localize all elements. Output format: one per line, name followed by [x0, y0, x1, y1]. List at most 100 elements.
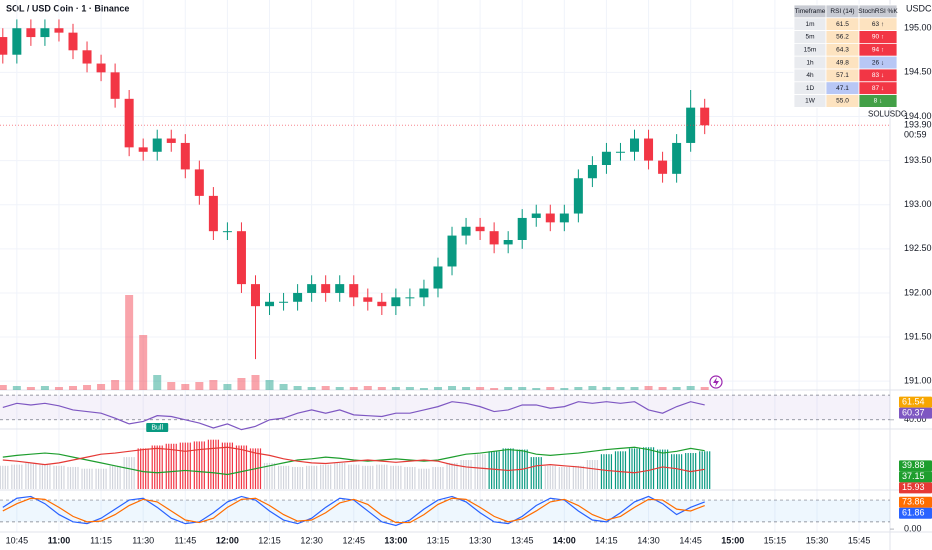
table-text: 15m: [804, 47, 817, 54]
candle-body: [363, 297, 373, 302]
candle-body: [194, 169, 204, 196]
band-fill: [0, 395, 890, 420]
value-badge: [899, 396, 932, 408]
candle-body: [349, 284, 359, 298]
chart-title: SOL / USD Coin · 1 · Binance: [6, 3, 129, 13]
candle-body: [335, 284, 345, 293]
value-badge-label: 61.86: [902, 508, 925, 518]
value-badge: [899, 407, 932, 419]
volume-bar: [476, 387, 485, 390]
volume-bar: [391, 387, 400, 390]
volume-bar: [125, 295, 134, 390]
candle-body: [82, 50, 92, 64]
table-text: 8 ↓: [874, 98, 883, 105]
table-text: 64.3: [836, 47, 849, 54]
candle-body: [208, 195, 218, 232]
value-badge: [899, 471, 932, 483]
candle-body: [138, 147, 148, 152]
x-tick-label: 15:15: [764, 535, 787, 545]
x-tick-label: 12:45: [342, 535, 365, 545]
volume-bar: [54, 387, 63, 390]
table-text: 94 ↑: [872, 47, 884, 54]
candle-body: [265, 301, 275, 307]
candle-body: [587, 165, 597, 179]
x-tick-label: 15:45: [848, 535, 871, 545]
volume-bar: [616, 387, 625, 390]
y-tick-label: 194.50: [904, 67, 932, 77]
table-text: 63 ↑: [872, 21, 884, 28]
candle-body: [377, 301, 387, 307]
volume-bar: [223, 384, 232, 390]
volume-bar: [139, 335, 148, 390]
candle-body: [419, 288, 429, 298]
volume-bar: [40, 386, 49, 390]
value-badge: [899, 496, 932, 508]
volume-bar: [111, 380, 120, 390]
x-tick-label: 11:30: [132, 535, 154, 545]
table-text: 90 ↑: [872, 34, 884, 41]
candle-body: [0, 37, 8, 55]
candle-body: [644, 138, 654, 161]
x-tick-label: 13:00: [384, 535, 407, 545]
table-text: 26 ↓: [872, 59, 884, 66]
candle-body: [672, 142, 682, 174]
y-tick-label: 193.00: [904, 199, 932, 209]
volume-bar: [321, 386, 330, 390]
x-tick-label: 14:45: [679, 535, 702, 545]
table-text: 1m: [805, 21, 814, 28]
y-tick-label: 191.50: [904, 331, 932, 341]
table-text: 83 ↓: [872, 72, 884, 79]
indicator-line: [2, 446, 705, 476]
volume-bar: [12, 386, 21, 390]
x-tick-label: 10:45: [6, 535, 29, 545]
table-text: 57.1: [836, 72, 849, 79]
volume-bar: [546, 387, 555, 390]
candle-body: [279, 301, 289, 303]
candle-body: [658, 160, 668, 174]
value-badge: [899, 460, 932, 472]
volume-bar: [574, 387, 583, 390]
x-tick-label: 14:00: [553, 535, 576, 545]
x-tick-label: 15:00: [721, 535, 744, 545]
candle-body: [96, 63, 106, 73]
volume-bar: [560, 388, 569, 390]
value-badge: [899, 482, 932, 494]
candle-body: [630, 138, 640, 152]
volume-bar: [602, 387, 611, 390]
volume-bar: [433, 387, 442, 390]
table-text: 49.8: [836, 59, 849, 66]
volume-bar: [97, 384, 106, 390]
candle-body: [503, 240, 513, 245]
volume-bar: [405, 387, 414, 390]
value-badge-label: 73.86: [902, 497, 925, 507]
value-badge-label: 15.93: [902, 482, 925, 492]
y-tick-label: 192.50: [904, 243, 932, 253]
table-cell: [858, 94, 898, 108]
value-badge-label: 37.15: [902, 471, 925, 481]
table-text: 4h: [806, 72, 814, 79]
volume-bar: [658, 387, 667, 390]
candle-body: [475, 226, 485, 232]
candle-body: [531, 213, 541, 218]
table-text: 61.5: [836, 21, 849, 28]
candle-body: [166, 138, 176, 143]
x-tick-label: 13:30: [469, 535, 492, 545]
candle-body: [573, 178, 583, 214]
volume-bar: [462, 387, 471, 390]
volume-bar: [672, 387, 681, 390]
x-tick-label: 11:45: [174, 535, 196, 545]
table-text: 1D: [806, 85, 815, 92]
y-tick-label: 0.00: [904, 523, 922, 533]
symbol-label: SOLUSDC: [868, 109, 907, 118]
alert-icon[interactable]: [709, 375, 723, 389]
volume-bar: [448, 386, 457, 390]
x-tick-label: 11:00: [48, 535, 71, 545]
last-price-label: 193.90: [904, 120, 932, 130]
table-header-text: RSI (14): [830, 8, 854, 15]
volume-bar: [251, 375, 260, 390]
x-tick-label: 12:15: [258, 535, 281, 545]
x-tick-label: 14:30: [637, 535, 660, 545]
indicator-line: [2, 497, 705, 524]
candle-body: [40, 28, 50, 38]
